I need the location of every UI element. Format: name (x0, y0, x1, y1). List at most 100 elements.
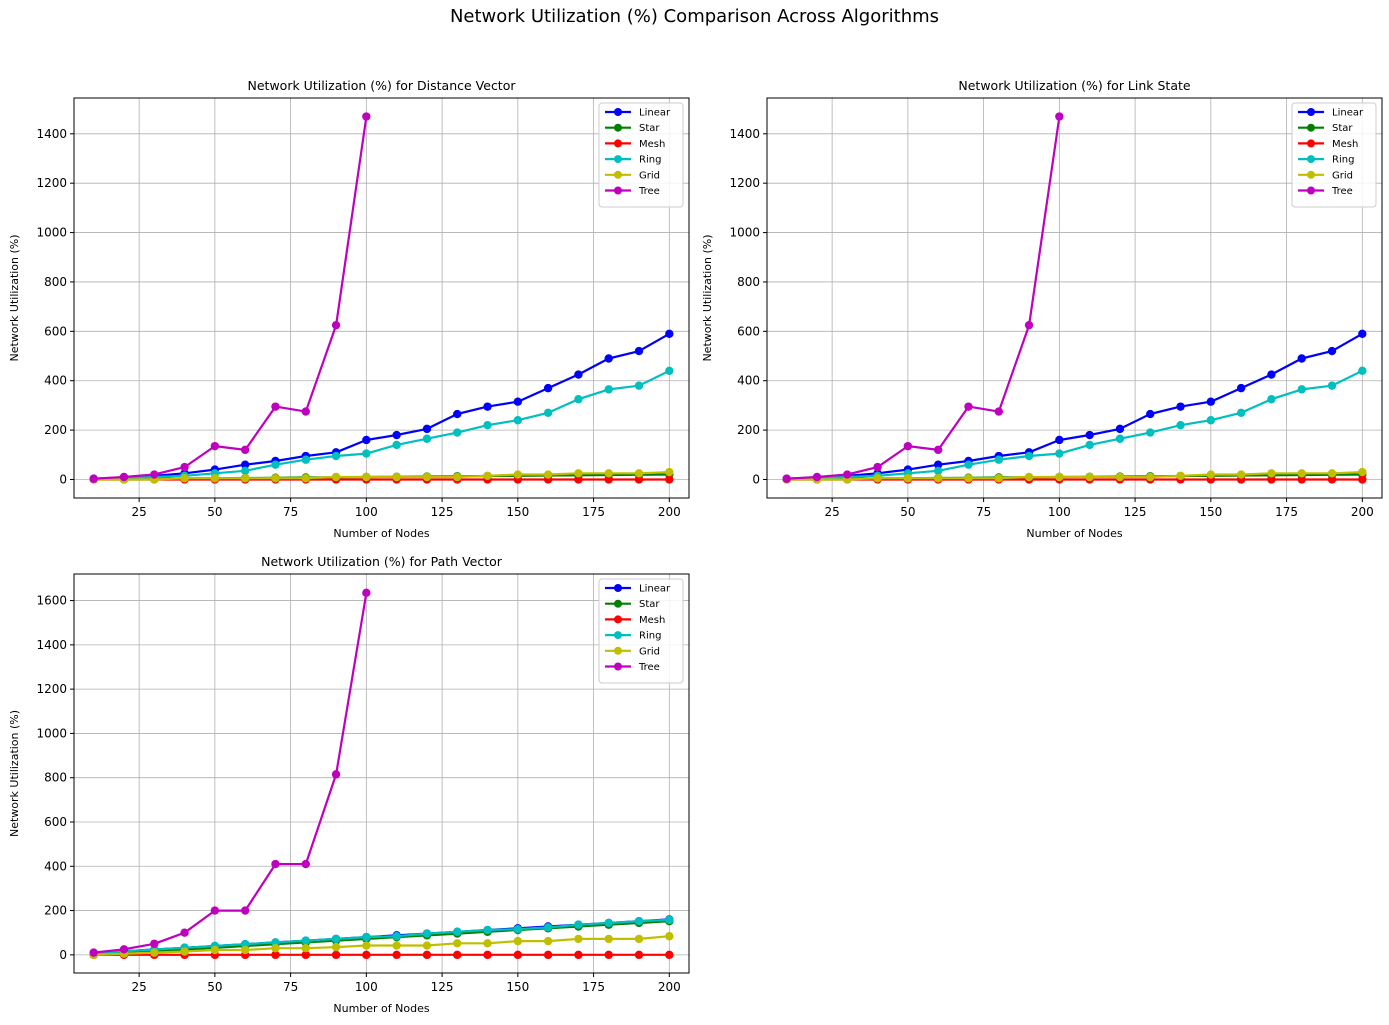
data-point-ring (1206, 416, 1216, 425)
legend: Linear Star Mesh Ring Grid Tree (1291, 102, 1377, 208)
data-point-mesh (543, 950, 553, 960)
legend-marker-ring (1307, 155, 1315, 164)
data-point-ring (271, 938, 280, 947)
x-tick-label: 25 (131, 980, 146, 994)
axes-frame (766, 97, 1383, 499)
data-point-mesh (634, 475, 644, 484)
data-point-tree (1024, 320, 1034, 330)
y-tick-label: 1400 (36, 638, 67, 652)
data-point-linear (933, 460, 943, 469)
x-tick-label: 100 (355, 505, 378, 519)
data-point-mesh (604, 950, 613, 960)
data-point-grid (933, 474, 943, 483)
y-tick-label: 1400 (729, 127, 760, 141)
data-point-linear (240, 460, 250, 469)
y-tick-label: 0 (752, 472, 760, 486)
data-point-tree (180, 928, 189, 937)
data-point-grid (1206, 470, 1216, 479)
data-point-ring (1115, 434, 1125, 443)
data-point-grid (665, 932, 674, 941)
x-tick-label: 50 (207, 980, 222, 994)
x-tick-label: 125 (431, 980, 454, 994)
data-point-ring (994, 455, 1003, 464)
data-point-tree (362, 588, 371, 598)
data-point-linear (1055, 435, 1064, 445)
data-point-grid (240, 474, 250, 483)
x-tick-label: 25 (131, 505, 146, 519)
data-point-mesh (604, 475, 613, 484)
subplot-2: 25 50 75 100 125 150 175 200 0 200 400 600 800 1000 12… (701, 78, 1383, 540)
data-point-grid (180, 947, 189, 956)
legend-marker-star (614, 599, 622, 608)
data-point-grid (574, 469, 583, 478)
data-point-ring (271, 460, 280, 469)
data-point-grid (392, 941, 401, 950)
x-tick-label: 150 (506, 980, 529, 994)
data-point-tree (240, 445, 250, 455)
legend-label-grid: Grid (639, 646, 660, 657)
data-point-ring (513, 416, 523, 425)
data-point-ring (453, 927, 462, 937)
data-point-tree (301, 407, 310, 416)
data-point-ring (301, 936, 310, 945)
y-tick-label: 400 (44, 374, 67, 388)
y-tick-label: 200 (737, 423, 760, 437)
legend-marker-linear (614, 108, 622, 116)
data-point-tree (873, 462, 882, 472)
data-point-linear (392, 430, 401, 440)
y-tick-label: 200 (44, 423, 67, 437)
legend-marker-tree (1307, 186, 1315, 195)
data-point-ring (483, 925, 492, 935)
data-point-linear (574, 370, 583, 379)
data-point-grid (964, 474, 973, 483)
data-point-mesh (301, 950, 310, 960)
data-point-grid (362, 472, 371, 482)
data-point-linear (1176, 402, 1185, 411)
x-tick-label: 50 (207, 505, 222, 519)
y-tick-label: 600 (44, 324, 67, 338)
figure-title: Network Utilization (%) Comparison Acros… (449, 6, 940, 27)
data-point-linear (1146, 409, 1155, 419)
legend-label-grid: Grid (1332, 170, 1353, 181)
data-point-ring (574, 395, 583, 404)
data-point-tree (119, 945, 129, 954)
data-point-grid (422, 472, 432, 482)
data-point-ring (634, 916, 644, 926)
legend-label-star: Star (1332, 123, 1353, 134)
data-point-grid (1055, 472, 1064, 482)
y-tick-label: 800 (44, 771, 67, 785)
data-point-linear (1297, 354, 1306, 363)
data-point-ring (1297, 385, 1306, 394)
legend-marker-linear (614, 584, 622, 592)
data-point-ring (331, 451, 341, 461)
legend-label-mesh: Mesh (639, 615, 665, 626)
subplot-title: Network Utilization (%) for Path Vector (261, 554, 503, 569)
x-tick-label: 150 (506, 505, 529, 519)
data-point-tree (89, 474, 98, 483)
x-tick-label: 175 (1275, 505, 1298, 519)
x-tick-label: 75 (976, 505, 991, 519)
series-line-grid (786, 471, 1363, 481)
x-tick-label: 200 (658, 980, 681, 994)
data-point-grid (271, 474, 280, 483)
legend-marker-linear (1307, 108, 1315, 116)
x-axis-label: Number of Nodes (1026, 527, 1122, 540)
data-point-mesh (1267, 475, 1276, 484)
series-line-tree (93, 116, 368, 480)
data-point-linear (1206, 397, 1216, 406)
legend: Linear Star Mesh Ring Grid Tree (598, 102, 684, 208)
data-point-grid (543, 470, 553, 479)
data-point-ring (392, 932, 401, 941)
data-point-tree (964, 402, 973, 411)
data-point-ring (1085, 440, 1094, 450)
data-point-grid (1358, 467, 1367, 477)
y-tick-label: 1200 (36, 176, 67, 190)
data-point-tree (331, 320, 341, 330)
data-point-tree (150, 470, 159, 479)
data-point-grid (994, 474, 1003, 483)
data-point-tree (301, 859, 310, 869)
legend-label-star: Star (639, 599, 660, 610)
data-point-grid (422, 941, 432, 950)
data-point-grid (634, 469, 644, 478)
